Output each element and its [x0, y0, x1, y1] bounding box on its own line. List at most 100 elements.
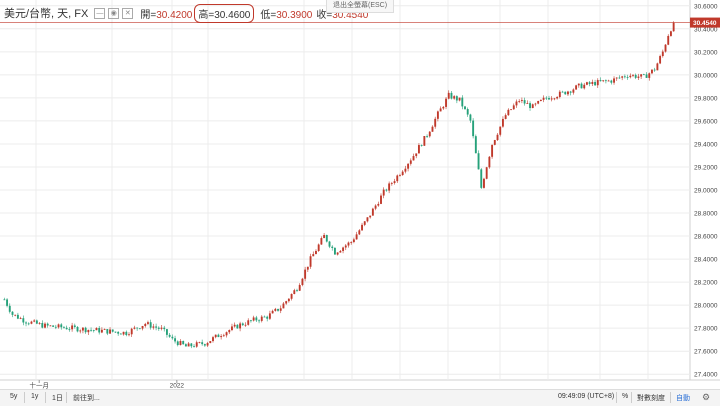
candle-body [404, 168, 407, 172]
price-tick-label: 30.4000 [694, 26, 718, 33]
bottom-toolbar: 5y 1y 1日 前往到... 09:49:09 (UTC+8) % 對數刻度 … [0, 389, 720, 406]
candle [117, 331, 120, 336]
exit-fullscreen-hint[interactable]: 退出全螢幕(ESC) [326, 0, 395, 13]
candle-body [209, 341, 212, 344]
candle [458, 97, 461, 102]
candle [623, 74, 626, 79]
candle [130, 327, 133, 337]
candle [54, 324, 57, 330]
candle-body [241, 323, 244, 326]
range-1y-button[interactable]: 1y [31, 393, 39, 400]
percent-scale-button[interactable]: % [622, 393, 629, 400]
candle-body [214, 334, 217, 338]
candle-body [642, 74, 645, 76]
candle-body [626, 77, 629, 78]
candle-body [426, 136, 429, 137]
candle-body [496, 134, 499, 141]
candle [274, 307, 277, 312]
settings-icon[interactable]: ◉ [108, 7, 120, 19]
candle [323, 232, 326, 239]
candle [312, 251, 315, 257]
candle-body [417, 145, 420, 154]
candle [119, 333, 122, 335]
close-icon[interactable]: ✕ [122, 7, 134, 19]
candle-body [152, 326, 155, 328]
candle [407, 163, 410, 172]
candle [8, 303, 11, 314]
candle [100, 327, 103, 334]
candle-body [594, 81, 597, 86]
candle [35, 319, 38, 325]
candle [279, 305, 282, 314]
candle [149, 319, 152, 330]
candle [222, 333, 225, 337]
candle [358, 229, 361, 236]
candle-body [637, 76, 640, 78]
candle-body [217, 334, 220, 338]
candle-body [344, 245, 347, 248]
candle [523, 97, 526, 106]
price-tick-label: 29.2000 [694, 164, 718, 171]
candle-body [52, 325, 55, 327]
candle-body [350, 242, 353, 243]
candle-body [304, 269, 307, 279]
candle [472, 118, 475, 139]
goto-date-button[interactable]: 前往到... [73, 395, 100, 402]
log-scale-button[interactable]: 對數刻度 [637, 395, 665, 402]
candle-body [328, 241, 331, 247]
range-1d-button[interactable]: 1日 [52, 395, 63, 402]
candle-body [49, 325, 52, 327]
candle [114, 331, 117, 333]
candle [567, 90, 569, 96]
candle [604, 79, 607, 84]
candle-body [371, 208, 374, 216]
candle-body [352, 239, 355, 243]
candle-body [109, 329, 111, 334]
candle [125, 330, 128, 337]
candle [309, 253, 312, 269]
range-5y-button[interactable]: 5y [10, 393, 18, 400]
candle [331, 245, 334, 251]
candle [380, 193, 382, 205]
candle [14, 314, 17, 317]
candle-body [255, 317, 258, 321]
candle [648, 72, 651, 81]
candle [469, 113, 472, 123]
candle-body [455, 96, 458, 101]
candle-body [377, 203, 380, 206]
candle-body [510, 109, 513, 111]
price-chart[interactable]: 30.6000 30.4000 30.2000 30.0000 29.8000 29.60… [0, 0, 720, 389]
candle [659, 54, 662, 65]
candle [591, 79, 594, 86]
gear-icon[interactable]: ⚙ [702, 392, 711, 402]
candle [610, 79, 613, 85]
candle-body [201, 342, 204, 345]
price-tick-label: 28.8000 [694, 211, 718, 218]
candle [217, 333, 220, 338]
candle-body [117, 331, 120, 334]
candle-body [474, 136, 477, 154]
candle-body [531, 104, 534, 109]
candle [352, 237, 355, 244]
candle [347, 241, 350, 248]
price-tick-label: 29.0000 [694, 188, 718, 195]
candle [417, 143, 420, 154]
candle-body [27, 323, 30, 325]
candle-body [266, 316, 269, 319]
candle [304, 266, 307, 282]
candle [241, 322, 244, 327]
candle [298, 283, 301, 292]
candle [534, 102, 537, 107]
candle [252, 315, 255, 322]
candle [87, 329, 90, 336]
candle [366, 217, 369, 223]
candle [594, 79, 597, 87]
auto-scale-button[interactable]: 自動 [676, 395, 690, 402]
candle-body [499, 126, 502, 135]
hide-icon[interactable]: — [94, 7, 106, 19]
candle-body [607, 80, 610, 82]
candle-body [436, 111, 439, 119]
candle [480, 168, 483, 189]
candle [293, 288, 296, 295]
candle [198, 341, 201, 344]
